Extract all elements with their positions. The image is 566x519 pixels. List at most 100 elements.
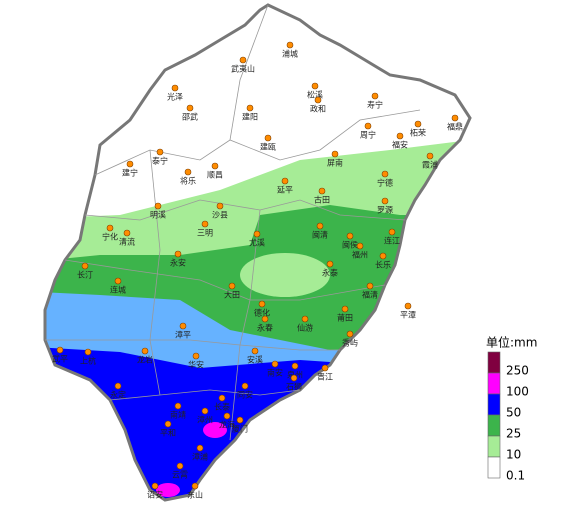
city-dot <box>326 260 334 268</box>
city-dot <box>123 229 131 237</box>
city-label: 秀屿 <box>342 338 358 348</box>
city-dot <box>258 300 266 308</box>
city-dot <box>331 150 339 158</box>
legend-label: 250 <box>506 364 529 378</box>
city-dot <box>426 152 434 160</box>
city-label: 霞浦 <box>422 160 438 170</box>
city-dot <box>201 220 209 228</box>
city-label: 建宁 <box>122 168 138 178</box>
city-dot <box>396 132 404 140</box>
city-label: 长泰 <box>214 402 230 412</box>
city-label: 福州 <box>352 251 368 260</box>
city-label: 仙游 <box>297 323 313 333</box>
city-dot <box>381 197 389 205</box>
city-dot <box>81 262 89 270</box>
city-label: 屏南 <box>327 158 343 168</box>
city-label: 古田 <box>314 195 330 205</box>
city-dot <box>151 482 159 490</box>
city-label: 建瓯 <box>260 142 276 152</box>
city-dot <box>346 232 354 240</box>
city-label: 龙岩 <box>137 355 153 365</box>
city-label: 延平 <box>277 185 293 195</box>
city-label: 永安 <box>170 258 186 268</box>
city-dot <box>371 92 379 100</box>
city-dot <box>388 228 396 236</box>
city-dot <box>141 347 149 355</box>
legend-swatch <box>487 435 501 458</box>
city-dot <box>179 322 187 330</box>
city-label: 将乐 <box>180 176 196 186</box>
city-dot <box>301 315 309 323</box>
city-dot <box>246 104 254 112</box>
city-dot <box>318 187 326 195</box>
city-label: 长汀 <box>77 270 93 280</box>
city-label: 云霄 <box>172 471 188 480</box>
city-dot <box>241 382 249 390</box>
city-dot <box>341 305 349 313</box>
city-dot <box>290 374 298 382</box>
city-label: 莆田 <box>337 313 353 323</box>
city-dot <box>106 224 114 232</box>
city-dot <box>171 84 179 92</box>
city-label: 沙县 <box>212 211 228 220</box>
city-label: 宁德 <box>377 178 393 188</box>
city-dot <box>321 364 329 372</box>
city-dot <box>381 170 389 178</box>
city-label: 清流 <box>119 237 135 247</box>
city-dot <box>286 41 294 49</box>
city-dot <box>174 250 182 258</box>
city-dot <box>364 122 372 130</box>
city-label: 福安 <box>392 140 408 150</box>
city-dot <box>271 360 279 368</box>
city-label: 德化 <box>254 308 270 318</box>
city-label: 罗源 <box>377 206 393 215</box>
city-dot <box>379 252 387 260</box>
city-dot <box>311 82 319 90</box>
city-label: 华安 <box>188 360 204 370</box>
city-dot <box>196 444 204 452</box>
city-label: 龙海 <box>219 420 235 430</box>
city-dot <box>191 482 199 490</box>
city-dot <box>114 382 122 390</box>
city-dot <box>236 416 244 424</box>
city-dot <box>404 302 412 310</box>
city-label: 同安 <box>237 390 253 400</box>
city-label: 明溪 <box>150 210 166 220</box>
province-outline <box>43 3 472 502</box>
city-dot <box>239 56 247 64</box>
city-dot <box>211 162 219 170</box>
city-label: 政和 <box>310 104 326 114</box>
city-label: 石狮 <box>286 383 302 392</box>
city-label: 邵武 <box>182 112 198 122</box>
city-label: 漳州 <box>197 415 213 425</box>
city-label: 连江 <box>384 236 400 246</box>
city-label: 光泽 <box>167 92 183 102</box>
city-label: 漳浦 <box>192 452 208 462</box>
city-dot <box>291 362 299 370</box>
city-dot <box>201 407 209 415</box>
city-label: 上杭 <box>80 356 96 366</box>
city-label: 福清 <box>362 290 378 300</box>
city-dot <box>174 402 182 410</box>
city-label: 永定 <box>110 390 126 400</box>
city-dot <box>156 148 164 156</box>
city-dot <box>184 168 192 176</box>
city-label: 顺昌 <box>207 171 223 180</box>
city-label: 诏安 <box>147 490 163 500</box>
city-dot <box>228 282 236 290</box>
legend-swatch <box>487 393 501 416</box>
legend-label: 25 <box>506 427 521 441</box>
city-label: 永春 <box>257 323 273 333</box>
city-dot <box>316 222 324 230</box>
city-label: 南安 <box>267 368 283 378</box>
legend-swatch <box>487 351 501 374</box>
city-label: 南靖 <box>170 410 186 420</box>
city-dot <box>218 394 226 402</box>
city-dot <box>223 412 231 420</box>
city-label: 长乐 <box>375 260 391 270</box>
city-dot <box>186 104 194 112</box>
legend-label: 100 <box>506 385 529 399</box>
legend-label: 50 <box>506 406 521 420</box>
